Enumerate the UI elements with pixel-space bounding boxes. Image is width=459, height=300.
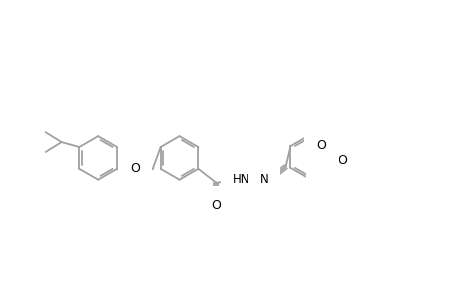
Text: N: N <box>259 173 268 186</box>
Text: O: O <box>316 139 325 152</box>
Text: O: O <box>130 162 140 175</box>
Text: N: N <box>318 154 327 167</box>
Text: O: O <box>211 199 221 212</box>
Text: O: O <box>336 154 346 167</box>
Text: HN: HN <box>233 173 250 186</box>
